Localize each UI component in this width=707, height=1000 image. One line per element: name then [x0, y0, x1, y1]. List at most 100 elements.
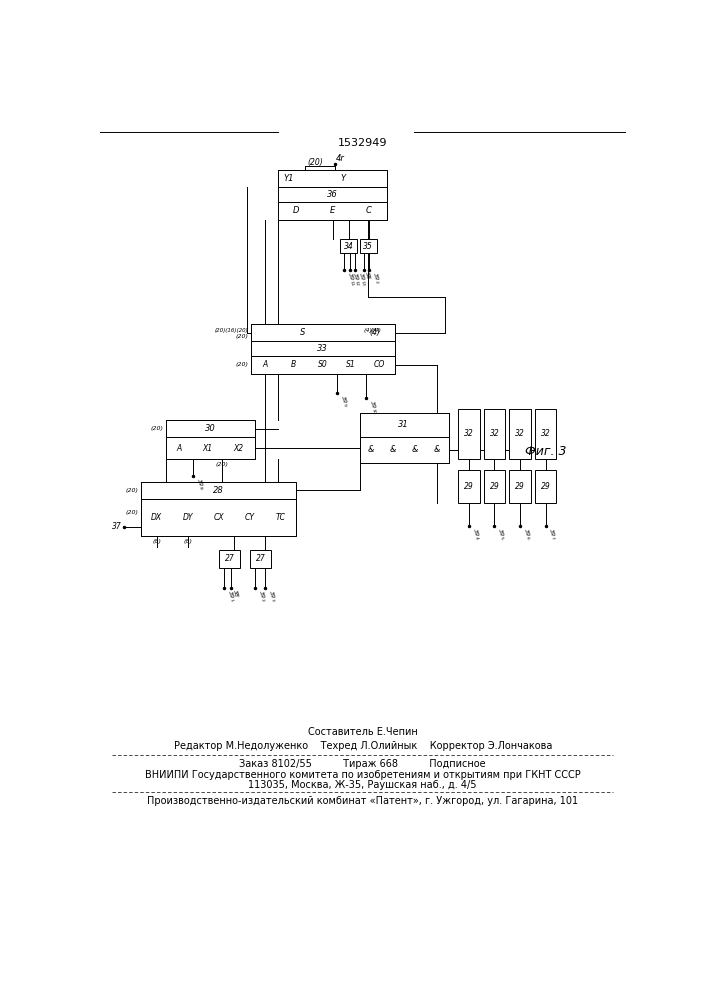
Text: 32: 32	[541, 429, 551, 438]
Bar	[279, 202, 387, 220]
Text: 35: 35	[363, 242, 373, 251]
Text: 27: 27	[225, 554, 234, 563]
Bar	[484, 470, 506, 503]
Text: (20)(16)(20): (20)(16)(20)	[215, 328, 249, 333]
Bar	[360, 437, 449, 463]
Text: 34: 34	[344, 242, 354, 251]
Text: CO: CO	[374, 360, 385, 369]
Text: 39$_8$: 39$_8$	[194, 477, 206, 491]
Text: 39$_2$: 39$_2$	[256, 589, 267, 603]
Text: 29: 29	[515, 482, 525, 491]
Text: ВНИИПИ Государственного комитета по изобретениям и открытиям при ГКНТ СССР: ВНИИПИ Государственного комитета по изоб…	[145, 770, 580, 780]
Text: C: C	[366, 206, 372, 215]
Text: TC: TC	[276, 513, 286, 522]
Text: 39$_5$: 39$_5$	[495, 527, 507, 541]
Text: 4r: 4r	[336, 154, 345, 163]
Text: D: D	[293, 206, 299, 215]
Text: 39$_3$: 39$_3$	[266, 589, 278, 603]
Text: 39$_2$: 39$_2$	[370, 271, 382, 285]
Bar	[360, 413, 449, 463]
Text: (4): (4)	[370, 328, 380, 337]
Text: A: A	[177, 444, 182, 453]
Text: 39$_7$: 39$_7$	[547, 527, 559, 541]
Text: 38: 38	[232, 589, 239, 598]
Text: 113035, Москва, Ж-35, Раушская наб., д. 4/5: 113035, Москва, Ж-35, Раушская наб., д. …	[248, 780, 477, 790]
Text: X2: X2	[233, 444, 244, 453]
Text: CY: CY	[245, 513, 255, 522]
Text: (20): (20)	[126, 488, 139, 493]
Text: 39$_9$: 39$_9$	[338, 394, 350, 408]
Text: 38: 38	[364, 271, 371, 280]
Bar	[534, 409, 556, 459]
Text: 36: 36	[327, 190, 338, 199]
Text: DX: DX	[151, 513, 162, 522]
Text: Фиг. 3: Фиг. 3	[525, 445, 566, 458]
Text: X1: X1	[203, 444, 213, 453]
Text: 1532949: 1532949	[338, 138, 387, 148]
Text: (20): (20)	[126, 510, 139, 515]
Bar	[141, 482, 296, 499]
Bar	[279, 170, 387, 220]
Text: &: &	[433, 445, 440, 454]
Bar	[484, 409, 506, 459]
Text: Заказ 8102/55          Тираж 668          Подписное: Заказ 8102/55 Тираж 668 Подписное	[240, 759, 486, 769]
Text: S1: S1	[346, 360, 356, 369]
Text: 39$_{13}$: 39$_{13}$	[356, 271, 368, 288]
Bar	[218, 550, 240, 568]
Text: 37: 37	[112, 522, 122, 531]
Text: 32: 32	[464, 429, 474, 438]
Text: Составитель Е.Чепин: Составитель Е.Чепин	[308, 727, 418, 737]
Text: 32: 32	[490, 429, 499, 438]
Text: (4)(4): (4)(4)	[363, 328, 382, 333]
Text: 29: 29	[490, 482, 499, 491]
Bar	[509, 470, 531, 503]
Text: (20): (20)	[216, 462, 229, 467]
Text: 32: 32	[515, 429, 525, 438]
Text: DY: DY	[182, 513, 193, 522]
Text: 30: 30	[204, 424, 216, 433]
Bar	[251, 324, 395, 374]
Text: Производственно-издательский комбинат «Патент», г. Ужгород, ул. Гагарина, 101: Производственно-издательский комбинат «П…	[147, 796, 578, 806]
Text: Редактор М.Недолуженко    Техред Л.Олийнык    Корректор Э.Лончакова: Редактор М.Недолуженко Техред Л.Олийнык …	[173, 741, 552, 751]
Bar	[279, 187, 387, 202]
Bar	[360, 413, 449, 437]
Bar	[251, 356, 395, 374]
Text: 39$_6$: 39$_6$	[521, 527, 532, 541]
Bar	[458, 409, 480, 459]
Text: (8): (8)	[152, 539, 161, 544]
Text: S0: S0	[317, 360, 327, 369]
Text: 29: 29	[541, 482, 551, 491]
Text: (20): (20)	[236, 362, 249, 367]
Text: B: B	[291, 360, 296, 369]
Bar	[141, 482, 296, 536]
Text: 39$_1$: 39$_1$	[225, 589, 237, 603]
Bar	[251, 341, 395, 356]
Bar	[279, 170, 387, 187]
Bar	[251, 324, 395, 341]
Text: (20): (20)	[151, 426, 163, 431]
Bar	[141, 499, 296, 536]
Bar	[458, 470, 480, 503]
Text: 29: 29	[464, 482, 474, 491]
Bar	[166, 437, 255, 459]
Text: Y: Y	[341, 174, 346, 183]
Text: 27: 27	[255, 554, 265, 563]
Text: 39$_{12}$: 39$_{12}$	[351, 271, 363, 288]
Bar	[166, 420, 255, 459]
Text: (20): (20)	[308, 158, 323, 167]
Bar	[534, 470, 556, 503]
Bar	[166, 420, 255, 437]
Text: &: &	[367, 445, 374, 454]
Bar	[509, 409, 531, 459]
Text: A: A	[262, 360, 268, 369]
Text: Y1: Y1	[284, 174, 294, 183]
Text: S: S	[300, 328, 305, 337]
Text: 28: 28	[214, 486, 224, 495]
Text: 39$_{11}$: 39$_{11}$	[345, 271, 358, 288]
Text: E: E	[330, 206, 335, 215]
Text: (20): (20)	[236, 334, 249, 339]
Text: 33: 33	[317, 344, 328, 353]
Bar	[360, 239, 377, 253]
Text: &: &	[411, 445, 418, 454]
Text: (8): (8)	[183, 539, 192, 544]
